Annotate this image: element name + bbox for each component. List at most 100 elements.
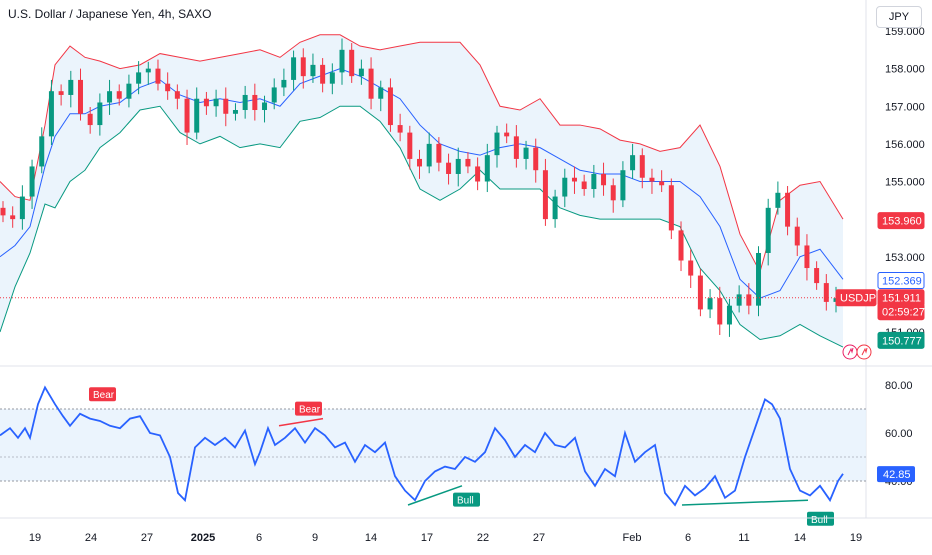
candle-body bbox=[10, 215, 16, 220]
candle-body bbox=[484, 155, 490, 182]
candle-body bbox=[87, 113, 93, 126]
divergence-label: Bull bbox=[811, 515, 828, 526]
divergence-label-box bbox=[89, 387, 116, 402]
candle-body bbox=[775, 192, 781, 208]
candle-body bbox=[165, 83, 171, 92]
x-tick-label: 17 bbox=[421, 532, 433, 544]
candle-body bbox=[659, 181, 665, 186]
price-tag bbox=[877, 331, 925, 349]
price-tag bbox=[877, 303, 925, 321]
candle-body bbox=[68, 79, 74, 95]
candle-body bbox=[707, 298, 713, 310]
rsi-tick-label: 60.00 bbox=[885, 428, 913, 440]
candle-body bbox=[765, 207, 771, 253]
candle-body bbox=[455, 158, 461, 174]
x-tick-label: 14 bbox=[365, 532, 377, 544]
candle-body bbox=[794, 226, 800, 246]
candle-body bbox=[349, 49, 355, 77]
candle-body bbox=[446, 162, 452, 174]
candle-body bbox=[630, 155, 636, 171]
price-tag-label: 153.960 bbox=[882, 216, 922, 228]
candle-body bbox=[271, 87, 277, 103]
candle-body bbox=[717, 298, 723, 325]
x-tick-label: 6 bbox=[256, 532, 262, 544]
candle-body bbox=[533, 147, 539, 171]
price-tag bbox=[877, 212, 925, 230]
candle-body bbox=[174, 91, 180, 99]
candle-body bbox=[387, 87, 393, 126]
x-tick-label: 14 bbox=[794, 532, 806, 544]
price-tag-label: USDJPY bbox=[840, 293, 884, 305]
candle-body bbox=[252, 94, 258, 111]
candle-body bbox=[77, 79, 83, 114]
candle-body bbox=[726, 305, 732, 325]
candle-body bbox=[203, 98, 209, 107]
currency-button[interactable]: JPY bbox=[876, 6, 922, 28]
candle-body bbox=[368, 68, 374, 99]
price-tag bbox=[877, 271, 925, 289]
divergence-label: Bull bbox=[457, 496, 474, 507]
candle-body bbox=[397, 125, 403, 133]
price-tag-label: 02:59:27 bbox=[882, 307, 925, 319]
candle-body bbox=[785, 192, 791, 227]
price-tag-label: 152.369 bbox=[882, 275, 922, 287]
rsi-current-tag bbox=[877, 466, 915, 483]
candle-body bbox=[136, 72, 142, 84]
candle-body bbox=[562, 177, 568, 197]
candle-body bbox=[688, 260, 694, 276]
candle-body bbox=[736, 294, 742, 306]
candle-body bbox=[678, 230, 684, 261]
candle-body bbox=[581, 181, 587, 190]
candle-body bbox=[320, 64, 326, 84]
rsi-band-fill bbox=[0, 409, 866, 481]
candles bbox=[0, 38, 839, 337]
candle-body bbox=[378, 87, 384, 99]
divergence-label: Bear bbox=[93, 390, 115, 401]
candle-body bbox=[213, 98, 219, 107]
candle-body bbox=[19, 196, 25, 220]
candle-body bbox=[523, 147, 529, 159]
candle-body bbox=[610, 185, 616, 201]
x-tick-label: 27 bbox=[141, 532, 153, 544]
bollinger-lower-line bbox=[0, 105, 844, 348]
price-tag bbox=[835, 289, 877, 307]
candle-body bbox=[591, 173, 597, 190]
candle-body bbox=[465, 158, 471, 167]
candle-body bbox=[107, 91, 113, 103]
x-tick-label: 24 bbox=[85, 532, 97, 544]
candle-body bbox=[29, 166, 35, 197]
price-tick-label: 155.000 bbox=[885, 177, 925, 189]
price-pane: 159.000 158.000 157.000 156.000 155.000 153.0… bbox=[0, 0, 932, 518]
x-tick-label: 22 bbox=[477, 532, 489, 544]
candle-body bbox=[39, 136, 45, 167]
candle-body bbox=[746, 294, 752, 306]
price-tag-label: 151.911 bbox=[882, 293, 921, 305]
candle-body bbox=[417, 158, 422, 167]
candle-body bbox=[300, 57, 306, 77]
bollinger-basis-line bbox=[0, 68, 844, 299]
divergence-label: Bear bbox=[299, 405, 321, 416]
lightning-icon bbox=[861, 347, 868, 356]
candle-body bbox=[145, 68, 151, 73]
candle-body bbox=[407, 132, 413, 159]
x-tick-label: 19 bbox=[850, 532, 862, 544]
candle-body bbox=[571, 177, 577, 182]
chart-title: U.S. Dollar / Japanese Yen, 4h, SAXO bbox=[8, 7, 212, 21]
candle-body bbox=[0, 207, 6, 216]
candle-body bbox=[697, 275, 703, 310]
candle-body bbox=[814, 268, 820, 284]
candle-body bbox=[620, 170, 626, 201]
rsi-tick-label: 80.00 bbox=[885, 380, 913, 392]
divergence-label-box bbox=[295, 401, 322, 416]
rsi-line bbox=[0, 385, 844, 507]
x-tick-label: 2025 bbox=[191, 532, 215, 544]
price-axis: 159.000 158.000 157.000 156.000 155.000 153.0… bbox=[885, 26, 925, 339]
candle-body bbox=[291, 57, 297, 80]
x-tick-label: Feb bbox=[623, 532, 642, 544]
candle-body bbox=[513, 136, 519, 159]
bollinger-upper-line bbox=[0, 34, 844, 274]
